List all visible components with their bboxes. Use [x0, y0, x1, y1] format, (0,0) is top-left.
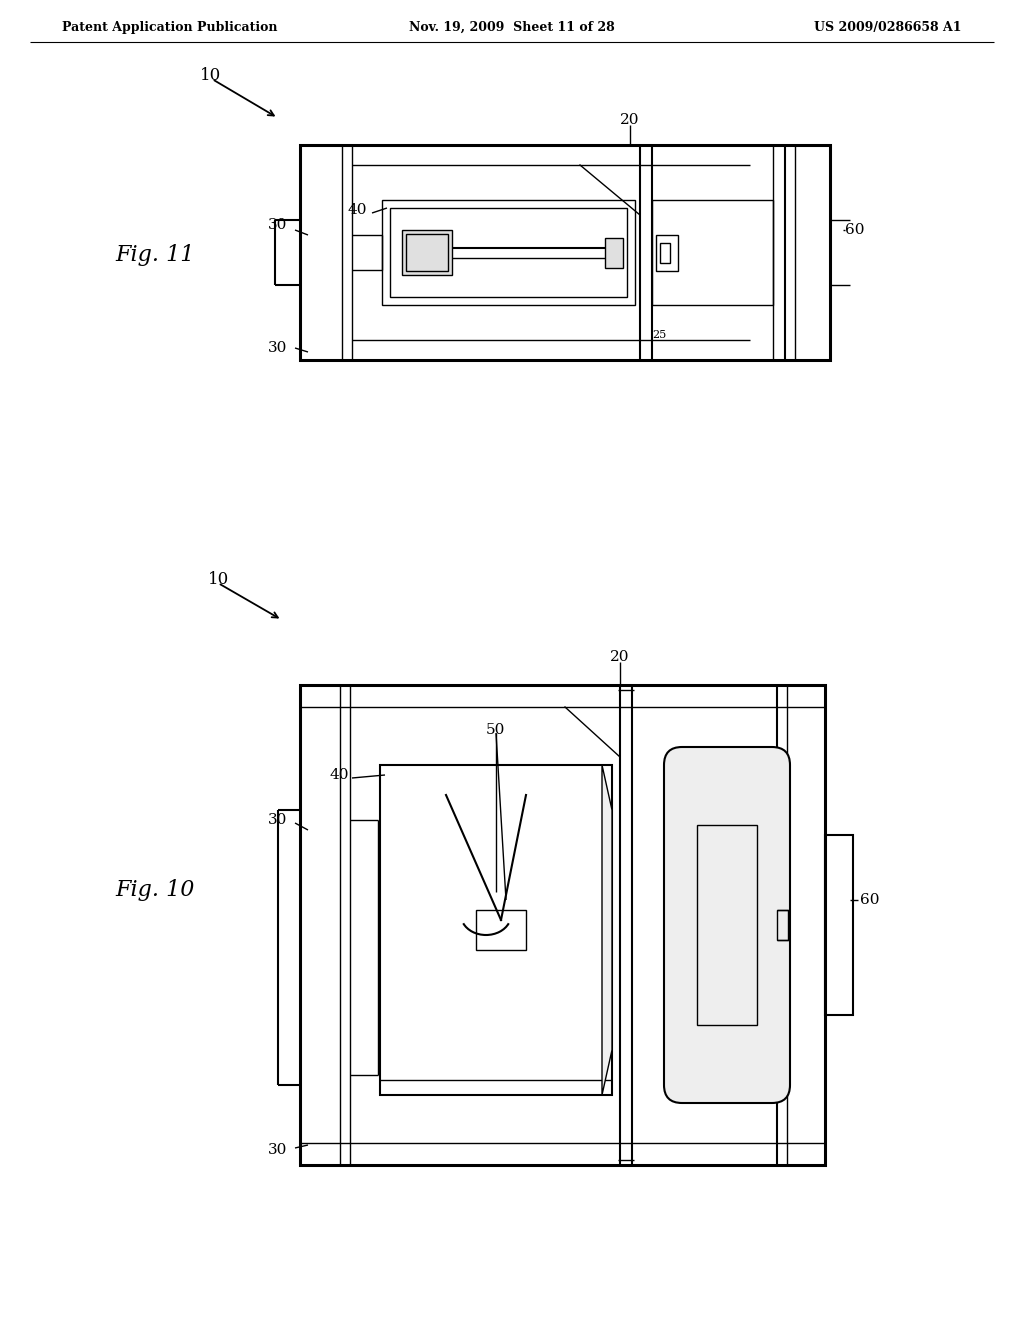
- Bar: [652, 201, 773, 305]
- Text: Fig. 10: Fig. 10: [115, 879, 195, 902]
- Text: 40: 40: [347, 203, 367, 216]
- Text: 30: 30: [268, 813, 288, 828]
- Text: US 2009/0286658 A1: US 2009/0286658 A1: [814, 21, 962, 33]
- Bar: [300, 145, 830, 360]
- Bar: [825, 836, 853, 1015]
- Bar: [660, 243, 670, 263]
- Polygon shape: [602, 766, 612, 1096]
- Text: 20: 20: [621, 114, 640, 127]
- Bar: [402, 230, 452, 275]
- Text: 10: 10: [208, 572, 229, 589]
- Text: Fig. 11: Fig. 11: [115, 244, 195, 267]
- Bar: [300, 685, 825, 1166]
- Text: 30: 30: [268, 1143, 288, 1158]
- Bar: [777, 909, 788, 940]
- Text: 25: 25: [652, 330, 667, 341]
- Bar: [476, 909, 526, 950]
- Bar: [697, 825, 757, 1026]
- Bar: [605, 238, 623, 268]
- Text: 20: 20: [610, 649, 630, 664]
- Bar: [390, 209, 627, 297]
- Bar: [406, 234, 449, 271]
- Text: 60: 60: [845, 223, 864, 238]
- Text: 50: 50: [486, 723, 506, 737]
- Text: 40: 40: [330, 768, 349, 781]
- Text: Patent Application Publication: Patent Application Publication: [62, 21, 278, 33]
- Text: 10: 10: [200, 66, 221, 83]
- Bar: [382, 201, 635, 305]
- Bar: [656, 235, 678, 271]
- FancyBboxPatch shape: [664, 747, 790, 1104]
- Bar: [380, 766, 612, 1096]
- Text: 60: 60: [860, 894, 880, 907]
- Text: 30: 30: [268, 218, 288, 232]
- Text: Nov. 19, 2009  Sheet 11 of 28: Nov. 19, 2009 Sheet 11 of 28: [410, 21, 614, 33]
- Text: 30: 30: [268, 341, 288, 355]
